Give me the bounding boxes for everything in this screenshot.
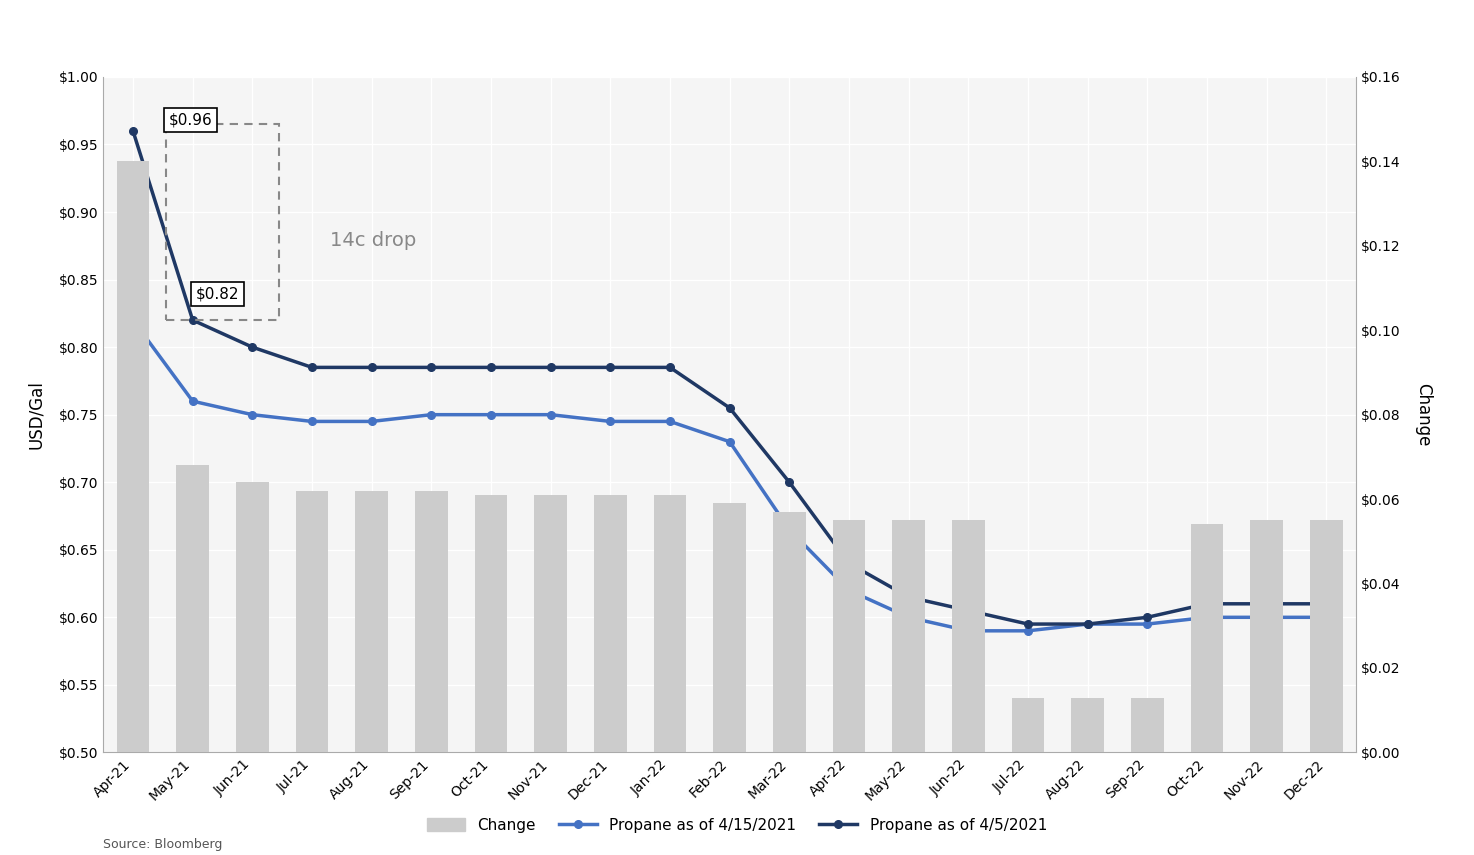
Propane as of 4/5/2021	[482, 363, 500, 373]
Propane as of 4/15/2021	[124, 315, 142, 325]
Text: Source: Bloomberg: Source: Bloomberg	[103, 838, 223, 851]
Propane as of 4/15/2021	[1257, 612, 1275, 622]
Propane as of 4/15/2021	[184, 396, 202, 406]
Bar	[1131, 698, 1163, 752]
Propane as of 4/15/2021	[721, 437, 738, 447]
Bar	[952, 520, 985, 752]
Propane as of 4/15/2021	[243, 410, 261, 420]
Propane as of 4/5/2021	[1079, 619, 1097, 629]
Text: $0.96: $0.96	[170, 112, 212, 127]
Y-axis label: USD/Gal: USD/Gal	[27, 380, 44, 449]
Propane as of 4/15/2021	[542, 410, 560, 420]
Bar	[296, 491, 329, 752]
Bar	[177, 465, 209, 752]
Propane as of 4/15/2021	[1019, 626, 1036, 636]
Bar	[892, 520, 926, 752]
Line: Propane as of 4/15/2021: Propane as of 4/15/2021	[130, 316, 1330, 634]
Bar	[116, 162, 149, 752]
Y-axis label: Change: Change	[1415, 383, 1433, 446]
Propane as of 4/15/2021	[1198, 612, 1216, 622]
Propane as of 4/5/2021	[960, 605, 977, 616]
Line: Propane as of 4/5/2021: Propane as of 4/5/2021	[130, 127, 1330, 628]
Propane as of 4/5/2021	[1138, 612, 1156, 622]
Bar	[355, 491, 388, 752]
Propane as of 4/15/2021	[482, 410, 500, 420]
Propane as of 4/5/2021	[124, 126, 142, 136]
Propane as of 4/15/2021	[780, 524, 797, 534]
Propane as of 4/5/2021	[601, 363, 619, 373]
Bar	[1250, 520, 1282, 752]
Bar	[475, 495, 507, 752]
Propane as of 4/15/2021	[363, 416, 380, 427]
Propane as of 4/5/2021	[899, 592, 917, 602]
Bar	[1072, 698, 1104, 752]
Propane as of 4/5/2021	[780, 477, 797, 487]
Propane as of 4/15/2021	[899, 612, 917, 622]
Propane as of 4/15/2021	[662, 416, 680, 427]
Propane as of 4/15/2021	[423, 410, 441, 420]
Propane as of 4/15/2021	[840, 585, 858, 595]
Bar	[653, 495, 687, 752]
Bar	[1191, 524, 1223, 752]
Bar	[833, 520, 865, 752]
Legend: Change, Propane as of 4/15/2021, Propane as of 4/5/2021: Change, Propane as of 4/15/2021, Propane…	[422, 811, 1052, 839]
Propane as of 4/5/2021	[1318, 598, 1335, 609]
Propane as of 4/5/2021	[363, 363, 380, 373]
Bar	[414, 491, 448, 752]
Text: 14c drop: 14c drop	[330, 231, 416, 250]
Bar	[236, 482, 268, 752]
Propane as of 4/5/2021	[1198, 598, 1216, 609]
Bar	[1310, 520, 1343, 752]
Propane as of 4/5/2021	[542, 363, 560, 373]
Text: $0.82: $0.82	[196, 286, 239, 302]
Propane as of 4/15/2021	[1079, 619, 1097, 629]
Propane as of 4/5/2021	[184, 315, 202, 325]
Propane as of 4/15/2021	[1138, 619, 1156, 629]
Bar	[534, 495, 567, 752]
Propane as of 4/5/2021	[840, 558, 858, 569]
Propane as of 4/5/2021	[1019, 619, 1036, 629]
Bar	[165, 124, 279, 320]
Propane as of 4/15/2021	[304, 416, 321, 427]
Bar	[1011, 698, 1045, 752]
Propane as of 4/5/2021	[243, 342, 261, 352]
Propane as of 4/5/2021	[423, 363, 441, 373]
Propane as of 4/15/2021	[601, 416, 619, 427]
Propane as of 4/5/2021	[304, 363, 321, 373]
Bar	[713, 504, 746, 752]
Bar	[772, 512, 806, 752]
Propane as of 4/5/2021	[662, 363, 680, 373]
Propane as of 4/5/2021	[721, 403, 738, 413]
Propane as of 4/15/2021	[960, 626, 977, 636]
Bar	[594, 495, 626, 752]
Propane as of 4/5/2021	[1257, 598, 1275, 609]
Propane as of 4/15/2021	[1318, 612, 1335, 622]
